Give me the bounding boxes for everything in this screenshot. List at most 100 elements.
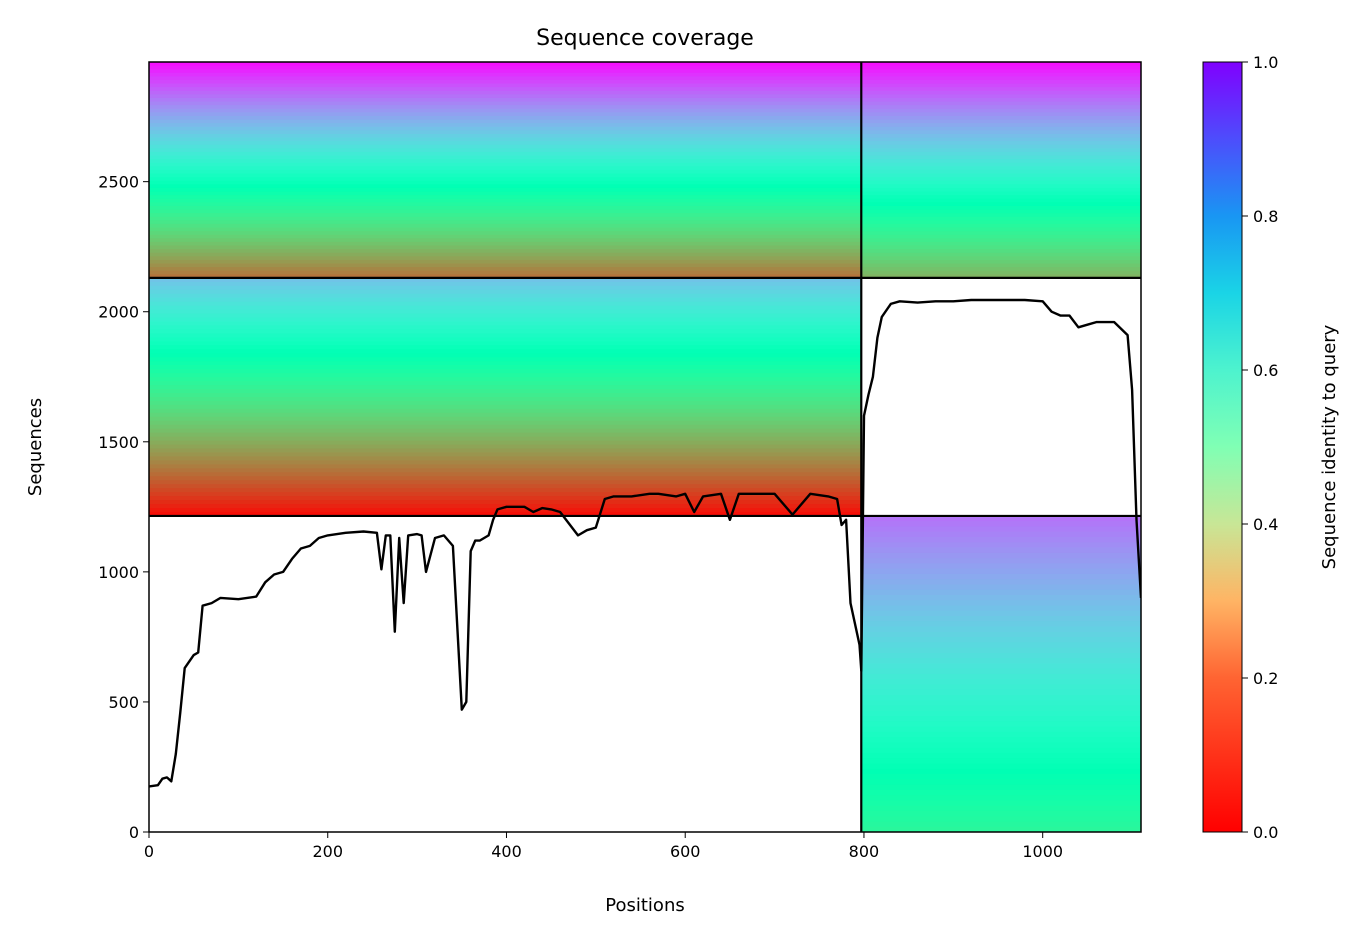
heatmap-band [861,270,1141,275]
heatmap-band [149,333,862,339]
heatmap-band [861,663,1141,670]
heatmap-band [149,97,862,103]
heatmap-band [149,101,862,106]
y-axis-label: Sequences [25,398,46,496]
heatmap-band [149,126,862,131]
heatmap-band [149,115,862,121]
heatmap-band [149,151,862,157]
heatmap-band [861,826,1141,832]
heatmap-band [149,456,862,461]
heatmap-band [861,151,1141,157]
heatmap-band [861,600,1141,607]
heatmap-band [149,396,862,402]
heatmap-band [861,245,1141,250]
colorbar-tick-label: 0.4 [1253,515,1278,534]
heatmap-band [861,69,1141,74]
heatmap-band [861,589,1141,596]
heatmap-band [861,716,1141,722]
colorbar-tick-label: 0.8 [1253,207,1278,226]
heatmap-band [149,256,862,261]
y-tick-label: 1000 [98,563,139,582]
heatmap-band [149,191,862,196]
y-tick-label: 1500 [98,433,139,452]
heatmap-band [861,605,1141,612]
y-tick-label: 2000 [98,303,139,322]
heatmap-band [861,72,1141,77]
heatmap-band [149,484,862,489]
heatmap-band [861,213,1141,218]
heatmap-band [861,216,1141,221]
heatmap-band [861,94,1141,99]
heatmap-band [861,241,1141,247]
heatmap-band [149,159,862,164]
heatmap-band [149,476,862,481]
heatmap-band [149,105,862,110]
heatmap-band [861,658,1141,665]
heatmap-block [149,62,862,279]
heatmap-band [861,97,1141,103]
heatmap-band [861,169,1141,175]
heatmap-band [149,94,862,99]
heatmap-band [149,202,862,207]
heatmap-band [861,173,1141,178]
heatmap-band [149,309,862,315]
heatmap-band [149,148,862,153]
heatmap-band [861,79,1141,85]
heatmap-band [149,90,862,95]
heatmap-band [149,357,862,362]
heatmap-band [149,388,862,394]
heatmap-band [149,227,862,232]
heatmap-band [149,377,862,382]
heatmap-band [149,373,862,378]
heatmap-band [861,220,1141,225]
chart-title: Sequence coverage [536,26,754,51]
heatmap-band [149,349,862,354]
heatmap-band [149,72,862,77]
heatmap-band [149,511,862,517]
heatmap-band [861,579,1141,586]
heatmap-band [861,795,1141,801]
heatmap-band [861,108,1141,113]
heatmap-band [861,115,1141,121]
heatmap-band [861,626,1141,633]
heatmap-band [149,472,862,477]
heatmap-band [149,293,862,299]
heatmap-band [861,83,1141,88]
x-tick-label: 1000 [1022,842,1063,861]
heatmap-band [149,195,862,200]
y-tick-label: 500 [108,693,139,712]
heatmap-band [861,721,1141,728]
heatmap-band [861,195,1141,200]
heatmap-band [861,187,1141,193]
heatmap-band [861,547,1141,554]
heatmap-band [861,805,1141,812]
heatmap-band [861,133,1141,139]
heatmap-band [149,305,862,311]
colorbar-label: Sequence identity to query [1319,324,1340,569]
heatmap-band [149,444,862,450]
heatmap-band [149,259,862,265]
colorbar-axis: 0.0 0.2 0.4 0.6 0.8 1.0 [1242,53,1278,842]
heatmap-band [149,231,862,236]
x-axis-label: Positions [605,895,684,916]
heatmap-band [861,726,1141,733]
x-axis: 0 200 400 600 800 1000 [144,832,1063,861]
y-axis: 0 500 1000 1500 2000 2500 [98,173,149,842]
heatmap-band [861,137,1141,142]
heatmap-band [149,289,862,295]
heatmap-band [861,90,1141,95]
heatmap-band [149,353,862,358]
heatmap-band [149,130,862,135]
heatmap-band [149,448,862,454]
heatmap-band [149,162,862,167]
heatmap-band [861,758,1141,765]
heatmap-band [149,277,862,283]
heatmap-band [861,76,1141,81]
heatmap-band [861,259,1141,265]
heatmap-band [149,329,862,335]
heatmap-band [149,281,862,287]
colorbar-tick-label: 1.0 [1253,53,1278,72]
heatmap-band [149,337,862,342]
heatmap-band [861,568,1141,575]
